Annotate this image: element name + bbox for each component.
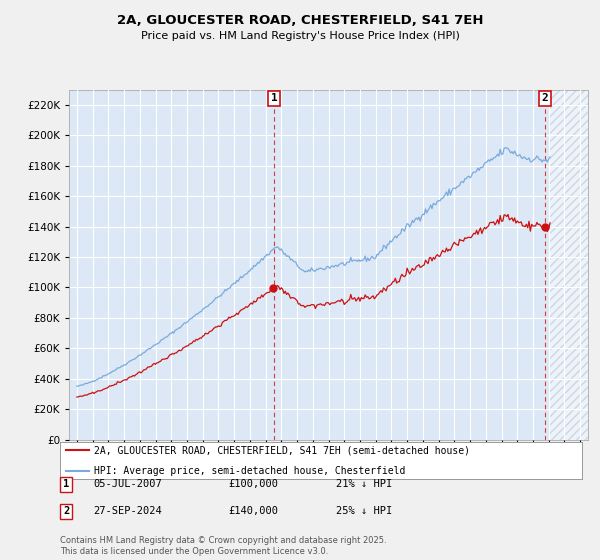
Text: 05-JUL-2007: 05-JUL-2007 xyxy=(93,479,162,489)
Bar xyxy=(548,90,588,440)
Text: 25% ↓ HPI: 25% ↓ HPI xyxy=(336,506,392,516)
Text: 27-SEP-2024: 27-SEP-2024 xyxy=(93,506,162,516)
Text: £140,000: £140,000 xyxy=(228,506,278,516)
Text: 21% ↓ HPI: 21% ↓ HPI xyxy=(336,479,392,489)
Text: 2: 2 xyxy=(541,94,548,103)
Text: 2A, GLOUCESTER ROAD, CHESTERFIELD, S41 7EH (semi-detached house): 2A, GLOUCESTER ROAD, CHESTERFIELD, S41 7… xyxy=(94,445,470,455)
Text: Price paid vs. HM Land Registry's House Price Index (HPI): Price paid vs. HM Land Registry's House … xyxy=(140,31,460,41)
Text: £100,000: £100,000 xyxy=(228,479,278,489)
Text: Contains HM Land Registry data © Crown copyright and database right 2025.
This d: Contains HM Land Registry data © Crown c… xyxy=(60,536,386,556)
Text: 1: 1 xyxy=(271,94,277,103)
Bar xyxy=(548,90,588,440)
Text: HPI: Average price, semi-detached house, Chesterfield: HPI: Average price, semi-detached house,… xyxy=(94,466,406,476)
Text: 2: 2 xyxy=(63,506,69,516)
Text: 2A, GLOUCESTER ROAD, CHESTERFIELD, S41 7EH: 2A, GLOUCESTER ROAD, CHESTERFIELD, S41 7… xyxy=(117,14,483,27)
Text: 1: 1 xyxy=(63,479,69,489)
